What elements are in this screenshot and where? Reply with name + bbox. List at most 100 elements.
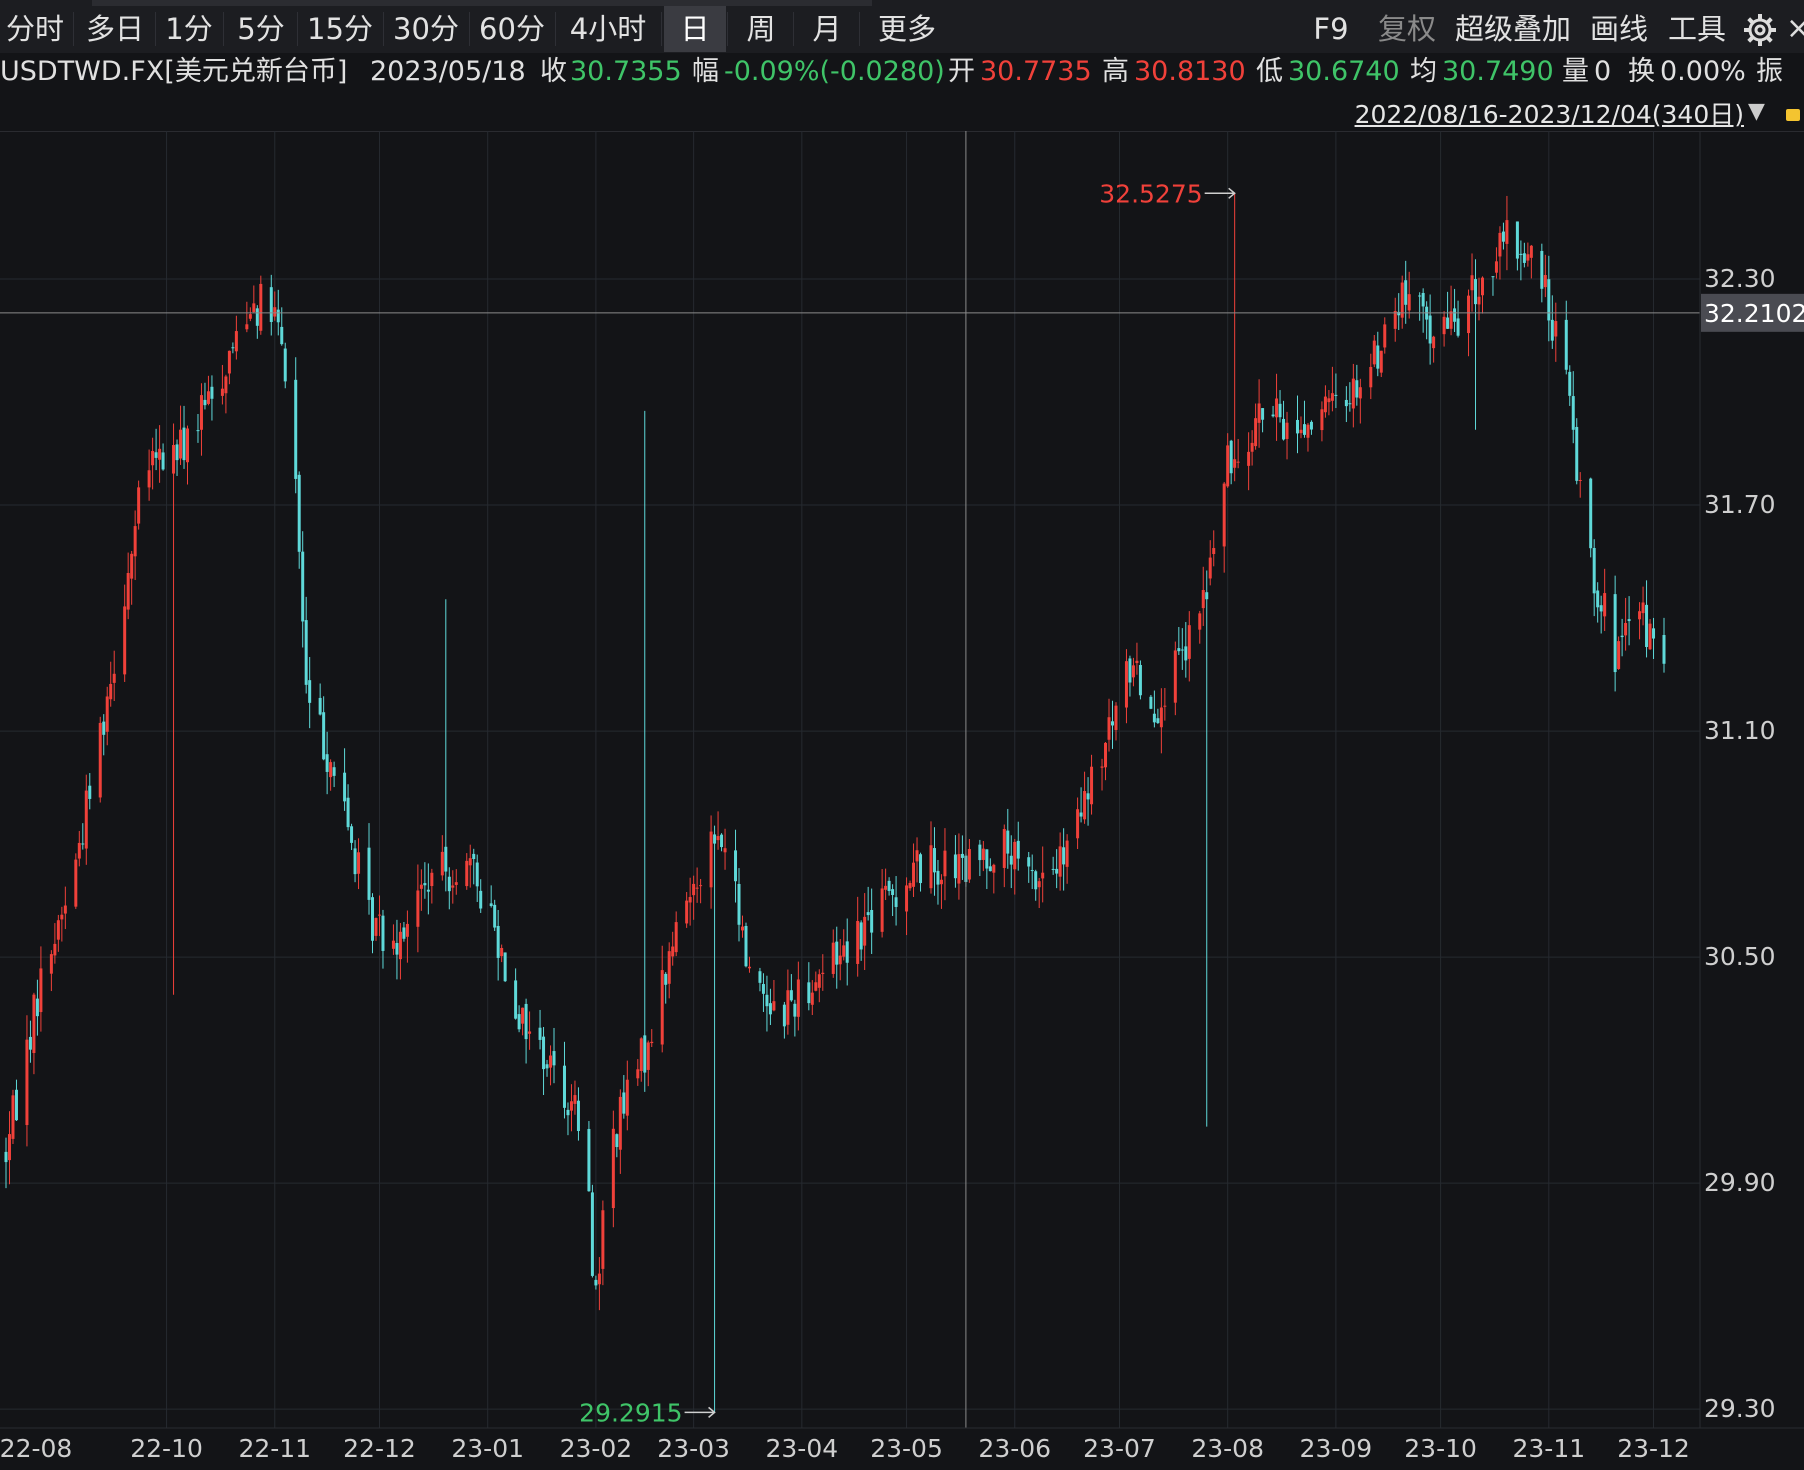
candle bbox=[1425, 301, 1429, 340]
x-tick-label: 23-01 bbox=[451, 1434, 524, 1463]
candle bbox=[1498, 226, 1502, 280]
candle bbox=[1055, 849, 1059, 889]
period-tab-4[interactable]: 15分 bbox=[307, 12, 373, 46]
candle bbox=[692, 875, 696, 920]
candle bbox=[597, 1257, 601, 1311]
candle bbox=[1205, 570, 1209, 1127]
candle bbox=[618, 1089, 622, 1174]
candle bbox=[56, 914, 60, 952]
candle bbox=[210, 375, 214, 421]
candle bbox=[1568, 365, 1572, 406]
toolbar-item-0[interactable]: F9 bbox=[1313, 12, 1349, 46]
candle bbox=[1104, 742, 1108, 781]
candle bbox=[172, 423, 176, 995]
candle bbox=[4, 1137, 8, 1189]
x-tick-label: 23-04 bbox=[766, 1434, 839, 1463]
candle bbox=[350, 823, 354, 851]
candle bbox=[737, 868, 741, 942]
candle bbox=[912, 843, 916, 897]
candle bbox=[1285, 411, 1289, 460]
date-range-bar: 2022/08/16-2023/12/04(340日) ▼ bbox=[0, 91, 1804, 132]
candle bbox=[1522, 242, 1526, 268]
period-tab-7[interactable]: 4小时 bbox=[569, 12, 647, 46]
candle bbox=[1177, 626, 1181, 655]
candle bbox=[1543, 254, 1547, 298]
candle bbox=[489, 885, 493, 908]
candle bbox=[569, 1084, 573, 1132]
period-tab-2[interactable]: 1分 bbox=[165, 12, 213, 46]
candle bbox=[514, 968, 518, 1020]
candle bbox=[1529, 244, 1533, 279]
candle bbox=[1446, 291, 1450, 329]
crosshair-value: 32.2102 bbox=[1704, 299, 1804, 328]
period-toolbar: 分时 多日 1分 5分 15分 30分 60分 4小时日周 月 更多 F9 复权 超级叠加 画线 工具 × bbox=[0, 0, 1804, 54]
candle bbox=[1327, 390, 1331, 416]
candle bbox=[1250, 430, 1254, 466]
candle bbox=[175, 439, 179, 476]
candle bbox=[667, 942, 671, 999]
toolbar-item-2[interactable]: 超级叠加 bbox=[1454, 12, 1571, 46]
min-price-label: 29.2915 bbox=[579, 1398, 682, 1427]
candle bbox=[552, 1027, 556, 1084]
period-tab-10[interactable]: 月 bbox=[812, 12, 842, 46]
candle bbox=[611, 1110, 615, 1228]
candle bbox=[283, 342, 287, 389]
period-tab-3[interactable]: 5分 bbox=[237, 12, 285, 46]
candle bbox=[1348, 382, 1352, 412]
toolbar-item-1[interactable]: 复权 bbox=[1377, 12, 1436, 46]
candles bbox=[4, 193, 1666, 1413]
toolbar-item-3[interactable]: 画线 bbox=[1589, 12, 1648, 46]
lock-icon[interactable] bbox=[1786, 109, 1800, 121]
candle bbox=[227, 350, 231, 385]
y-tick-label: 31.10 bbox=[1704, 716, 1776, 745]
low-label: 低 bbox=[1256, 56, 1283, 87]
candle bbox=[367, 823, 371, 915]
period-tab-5[interactable]: 30分 bbox=[393, 12, 459, 46]
candle bbox=[967, 838, 971, 883]
candle bbox=[1201, 566, 1205, 626]
candle bbox=[1648, 619, 1652, 651]
candle bbox=[1376, 331, 1380, 377]
quote-info-bar: USDTWD.FX[美元兑新台币] 2023/05/18 收 30.7355 幅… bbox=[0, 53, 1804, 91]
candle bbox=[1156, 708, 1160, 724]
candle bbox=[1163, 688, 1167, 721]
candle bbox=[81, 823, 85, 850]
candle bbox=[562, 1041, 566, 1119]
high-value: 30.8130 bbox=[1134, 56, 1246, 87]
close-value: 30.7355 bbox=[570, 56, 682, 87]
date-range-selector[interactable]: 2022/08/16-2023/12/04(340日) bbox=[1354, 100, 1744, 129]
period-tab-9[interactable]: 周 bbox=[746, 12, 776, 46]
candle bbox=[761, 973, 765, 1012]
candle bbox=[1152, 690, 1156, 728]
close-icon[interactable]: × bbox=[1786, 11, 1804, 46]
candle bbox=[863, 893, 867, 971]
period-tab-11[interactable]: 更多 bbox=[877, 12, 936, 46]
candle bbox=[810, 980, 814, 1016]
candle bbox=[294, 357, 298, 494]
period-tab-8[interactable]: 日 bbox=[664, 6, 726, 52]
candlestick-chart[interactable]: 32.2102 32.5275 29.2915 32.30 31.70 31.10 30.… bbox=[0, 131, 1804, 1470]
avg-value: 30.7490 bbox=[1442, 56, 1554, 87]
candle bbox=[929, 821, 933, 894]
candle bbox=[182, 405, 186, 469]
candle bbox=[716, 811, 720, 850]
candle bbox=[130, 550, 134, 605]
candle bbox=[1599, 595, 1603, 634]
gear-icon[interactable] bbox=[1740, 10, 1780, 50]
candle bbox=[1645, 580, 1649, 658]
period-tab-6[interactable]: 60分 bbox=[479, 12, 545, 46]
chevron-down-icon[interactable]: ▼ bbox=[1748, 99, 1765, 124]
candle bbox=[1519, 240, 1523, 281]
period-tab-1[interactable]: 多日 bbox=[85, 12, 144, 46]
toolbar-progress-strip bbox=[92, 0, 872, 6]
y-tick-label: 30.50 bbox=[1704, 942, 1776, 971]
period-tab-0[interactable]: 分时 bbox=[5, 12, 64, 46]
candle bbox=[590, 1184, 594, 1278]
candle bbox=[789, 974, 793, 1002]
toolbar-item-4[interactable]: 工具 bbox=[1667, 12, 1726, 46]
candle bbox=[346, 784, 350, 831]
candle bbox=[524, 998, 528, 1064]
candle bbox=[1456, 300, 1460, 338]
candle bbox=[988, 858, 992, 872]
candle bbox=[660, 945, 664, 1053]
